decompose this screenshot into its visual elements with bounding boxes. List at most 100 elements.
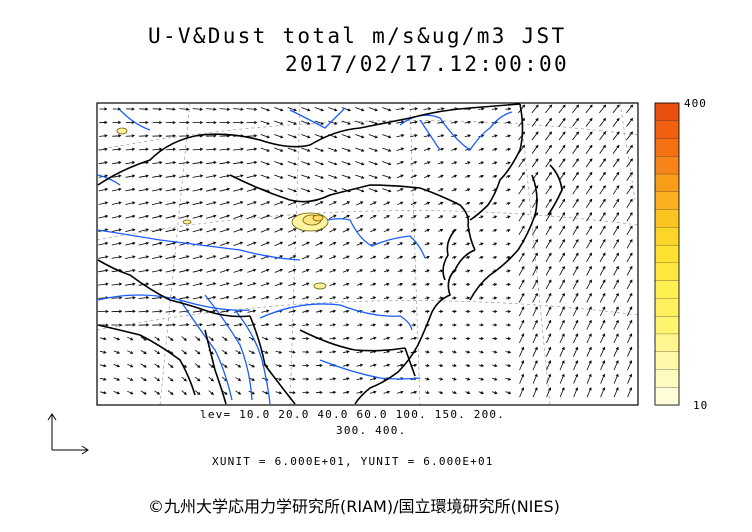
- wind-vector: [341, 161, 351, 166]
- wind-vector: [599, 238, 606, 249]
- wind-vector: [505, 323, 512, 327]
- wind-vector: [532, 238, 538, 249]
- wind-vector: [478, 269, 484, 273]
- wind-vector: [519, 387, 525, 398]
- wind-vector: [343, 390, 350, 394]
- wind-vector: [627, 333, 633, 344]
- wind-vector: [138, 268, 150, 273]
- wind-vector: [246, 187, 258, 192]
- wind-vector: [613, 306, 619, 317]
- wind-vector: [260, 241, 270, 247]
- wind-vector: [152, 201, 163, 205]
- wind-vector: [328, 188, 338, 193]
- wind-vector: [572, 131, 580, 141]
- wind-vector: [206, 268, 217, 273]
- wind-vector: [572, 238, 579, 249]
- wind-vector: [208, 363, 214, 368]
- wind-vector: [586, 238, 592, 249]
- wind-vector: [316, 323, 323, 327]
- contour-levels-line1: lev= 10.0 20.0 40.0 60.0 100. 150. 200.: [200, 408, 506, 421]
- wind-vector: [355, 134, 365, 139]
- wind-vector: [111, 282, 123, 286]
- wind-vector: [152, 241, 163, 246]
- wind-vector: [613, 360, 619, 371]
- wind-vector: [328, 174, 338, 179]
- wind-vector: [314, 120, 324, 125]
- wind-vector: [112, 120, 122, 125]
- wind-vector: [573, 333, 579, 344]
- wind-vector: [599, 212, 606, 222]
- wind-vector: [545, 144, 552, 154]
- wind-vector: [478, 350, 484, 354]
- wind-vector: [451, 215, 457, 219]
- wind-vector: [302, 309, 310, 313]
- wind-vector: [396, 336, 404, 340]
- wind-vector: [492, 215, 498, 219]
- wind-vector: [505, 147, 512, 151]
- wind-vector: [558, 104, 566, 114]
- wind-vector: [411, 255, 417, 259]
- wind-vector: [329, 309, 337, 313]
- wind-vector: [165, 201, 177, 205]
- wind-vector: [113, 391, 121, 395]
- wind-vector: [492, 282, 498, 287]
- wind-vector: [179, 174, 190, 178]
- wind-vector: [438, 391, 444, 394]
- wind-vector: [437, 161, 444, 165]
- wind-vector: [410, 228, 417, 232]
- wind-vector: [192, 268, 203, 273]
- wind-vector: [233, 107, 244, 111]
- wind-vector: [424, 201, 431, 205]
- wind-vector: [518, 171, 525, 181]
- wind-vector: [423, 120, 432, 124]
- wind-vector: [438, 350, 444, 354]
- wind-vector: [233, 295, 243, 300]
- wind-vector: [437, 147, 445, 151]
- wind-vector: [165, 268, 177, 273]
- wind-vector: [532, 306, 538, 317]
- wind-vector: [559, 292, 565, 303]
- wind-vector: [613, 225, 620, 236]
- wind-vector: [600, 333, 606, 344]
- wind-vector: [125, 282, 136, 286]
- colorbar-segment: [654, 244, 680, 264]
- wind-vector: [165, 228, 177, 233]
- wind-vector: [99, 107, 108, 111]
- wind-vector: [383, 242, 390, 246]
- wind-vector: [492, 161, 498, 165]
- wind-vector: [342, 255, 350, 260]
- wind-vector: [111, 323, 123, 327]
- wind-vector: [585, 117, 593, 127]
- wind-vector: [302, 323, 310, 327]
- wind-vector: [586, 279, 592, 290]
- wind-vector: [546, 373, 552, 384]
- wind-vector: [370, 269, 377, 273]
- wind-vector: [125, 268, 136, 273]
- wind-vector: [478, 323, 484, 327]
- wind-vector: [219, 255, 230, 260]
- wind-vector: [532, 252, 538, 263]
- wind-vector: [275, 377, 283, 381]
- wind-vector: [192, 295, 203, 300]
- wind-vector: [246, 214, 257, 219]
- wind-vector: [140, 377, 147, 382]
- wind-vector: [383, 336, 391, 340]
- wind-vector: [451, 147, 458, 151]
- wind-vector: [112, 147, 122, 151]
- wind-vector: [572, 212, 579, 222]
- wind-vector: [181, 336, 187, 341]
- wind-vector: [411, 282, 417, 286]
- wind-vector: [343, 282, 350, 286]
- wind-vector: [124, 323, 136, 327]
- wind-vector: [138, 201, 149, 205]
- wind-vector: [138, 228, 150, 232]
- wind-vector: [355, 120, 365, 125]
- wind-vector: [558, 117, 566, 127]
- wind-vector: [478, 336, 484, 341]
- wind-vector: [532, 333, 538, 344]
- wind-vector: [233, 268, 244, 273]
- wind-vector: [585, 171, 593, 181]
- wind-vector: [451, 174, 458, 178]
- wind-vector: [219, 160, 231, 165]
- wind-vector: [246, 107, 258, 111]
